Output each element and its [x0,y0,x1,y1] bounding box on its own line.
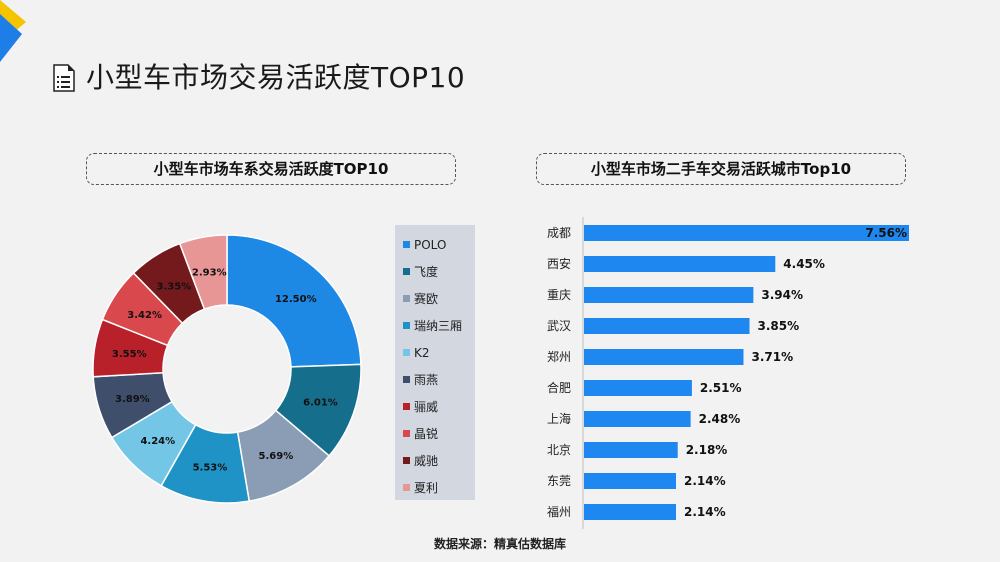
legend-swatch [403,322,410,329]
legend-swatch [403,349,410,356]
document-list-icon [53,64,75,92]
bar-value-label-7: 2.18% [686,443,728,457]
legend-label: 瑞纳三厢 [414,319,463,333]
bar-7 [584,442,678,458]
bar-category-label-3: 武汉 [547,319,571,333]
legend-item-2: 赛欧 [395,285,475,312]
legend-label: POLO [414,237,447,252]
bar-category-label-8: 东莞 [547,474,571,488]
bar-value-label-4: 3.71% [751,350,793,364]
bar-8 [584,473,676,489]
legend-swatch [403,484,410,491]
legend-label: 雨燕 [414,373,439,387]
bar-1 [584,256,776,272]
legend-label: 飞度 [414,265,439,279]
legend-label: 夏利 [414,481,439,495]
city-bar-chart: 成都 7.56% 西安 4.45% 重庆 3.94% 武汉 3.85% 郑州 3.71% 合肥 2.5… [547,217,909,529]
donut-slice-label-2: 5.69% [259,451,294,462]
bar-category-label-5: 合肥 [547,380,571,395]
page-title: 小型车市场交易活跃度TOP10 [86,61,466,94]
bar-value-label-8: 2.14% [684,474,726,488]
bar-category-label-4: 郑州 [547,349,571,364]
bar-0 [584,225,909,241]
bar-category-label-9: 福州 [547,504,571,519]
donut-slice-label-9: 2.93% [192,268,227,279]
bar-value-label-0: 7.56% [865,226,907,240]
legend-item-8: 威驰 [395,447,475,474]
legend-swatch [403,403,410,410]
bar-2 [584,287,754,303]
bar-category-label-2: 重庆 [547,288,571,302]
donut-slice-label-3: 5.53% [193,463,228,474]
legend-item-6: 骊威 [395,393,475,420]
bar-category-label-0: 成都 [547,226,571,240]
bar-value-label-3: 3.85% [758,319,800,333]
bar-value-label-1: 4.45% [783,257,825,271]
donut-slice-9 [178,234,228,311]
legend-swatch [403,376,410,383]
bar-category-label-1: 西安 [547,256,571,271]
bar-chart-title: 小型车市场二手车交易活跃城市Top10 [536,153,906,185]
legend-item-4: K2 [395,339,475,366]
donut-slice-label-5: 3.89% [115,394,150,405]
legend-label: 骊威 [414,400,439,414]
donut-chart: 12.50% 6.01% 5.69% 5.53% 4.24% 3.89% 3.55% 3.42… [92,234,362,504]
legend-label: K2 [414,345,430,360]
bar-value-label-5: 2.51% [700,381,742,395]
legend-label: 威驰 [414,454,439,468]
legend-item-3: 瑞纳三厢 [395,312,475,339]
legend-item-7: 晶锐 [395,420,475,447]
bar-category-label-7: 北京 [547,443,571,457]
donut-chart-title: 小型车市场车系交易活跃度TOP10 [86,153,456,185]
legend-swatch [403,241,410,248]
bar-value-label-9: 2.14% [684,505,726,519]
legend-label: 赛欧 [414,292,439,306]
donut-slice-0 [226,234,362,368]
donut-slice-label-4: 4.24% [140,436,175,447]
legend-item-5: 雨燕 [395,366,475,393]
bar-4 [584,349,744,365]
legend-item-9: 夏利 [395,474,475,501]
bar-category-label-6: 上海 [547,411,571,426]
legend-item-0: POLO [395,231,475,258]
data-source-note: 数据来源：精真估数据库 [433,537,566,551]
donut-slice-label-0: 12.50% [275,294,317,305]
legend-swatch [403,430,410,437]
donut-slice-label-8: 3.35% [157,281,192,292]
bar-value-label-2: 3.94% [761,288,803,302]
bar-3 [584,318,750,334]
legend-swatch [403,295,410,302]
legend-item-1: 飞度 [395,258,475,285]
donut-slice-label-6: 3.55% [112,349,147,360]
donut-legend: POLO 飞度赛欧瑞纳三厢 K2 雨燕骊威晶锐威驰夏利 [395,225,475,500]
legend-swatch [403,457,410,464]
bar-6 [584,411,691,427]
corner-accent-shape [0,0,26,62]
bar-9 [584,504,676,520]
bar-value-label-6: 2.48% [699,412,741,426]
donut-slice-label-7: 3.42% [127,310,162,321]
legend-swatch [403,268,410,275]
donut-slice-label-1: 6.01% [303,398,338,409]
bar-5 [584,380,692,396]
legend-label: 晶锐 [414,427,439,441]
